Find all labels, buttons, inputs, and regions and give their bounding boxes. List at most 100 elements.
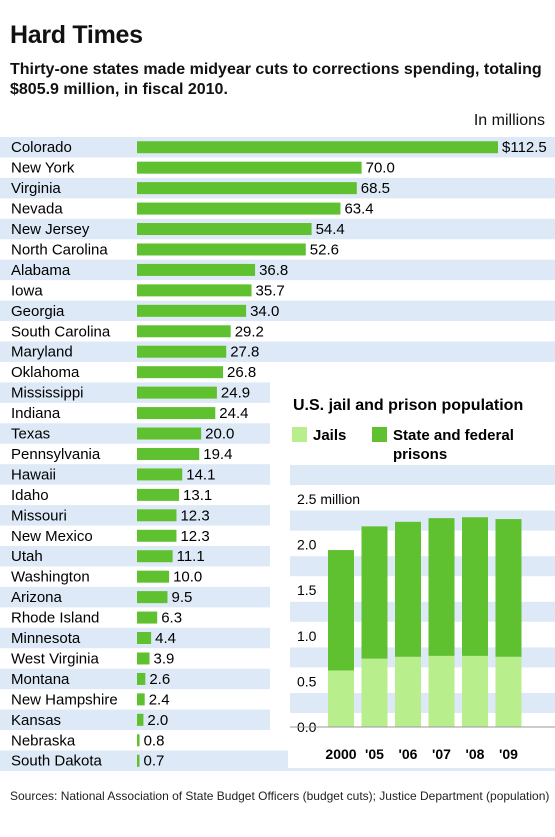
- unit-label: In millions: [473, 112, 545, 129]
- state-bar: [137, 182, 357, 195]
- state-label: North Carolina: [11, 241, 108, 258]
- state-label: Nebraska: [11, 732, 76, 749]
- state-bar: [137, 611, 158, 624]
- state-label: Georgia: [11, 303, 65, 320]
- state-label: Mississippi: [11, 385, 84, 402]
- state-label: New Jersey: [11, 221, 90, 238]
- state-label: Maryland: [11, 344, 73, 361]
- state-label: Montana: [11, 671, 70, 688]
- row-stripe: [0, 627, 270, 649]
- inset-bar-prisons: [395, 521, 421, 657]
- inset-bar-jails: [428, 655, 455, 727]
- state-bar: [137, 386, 217, 399]
- value-label: 10.0: [173, 569, 202, 586]
- inset-x-tick-label: '08: [466, 746, 485, 762]
- state-label: Idaho: [11, 487, 49, 504]
- state-label: West Virginia: [11, 650, 99, 667]
- chart-subtitle: Thirty-one states made midyear cuts to c…: [10, 61, 542, 98]
- state-bar: [137, 570, 170, 583]
- state-bar: [137, 284, 252, 297]
- state-bar: [137, 263, 256, 276]
- row-stripe: [0, 341, 555, 362]
- state-bar: [137, 693, 145, 706]
- state-label: New Mexico: [11, 528, 93, 545]
- value-label: 6.3: [161, 610, 182, 627]
- inset-bar-prisons: [462, 517, 488, 656]
- inset-legend: Jails State and federal prisons: [292, 427, 514, 463]
- state-label: Nevada: [11, 201, 63, 218]
- value-label: 19.4: [203, 446, 232, 463]
- row-stripe: [0, 505, 270, 526]
- value-label: 2.6: [149, 671, 170, 688]
- inset-y-tick-label: 1.0: [297, 628, 317, 644]
- state-bar: [137, 632, 152, 645]
- state-bar: [137, 243, 306, 256]
- state-bar: [137, 447, 200, 460]
- value-label: 27.8: [230, 344, 259, 361]
- value-label: 3.9: [154, 650, 175, 667]
- inset-bar-prisons: [428, 518, 455, 656]
- value-label: 12.3: [180, 507, 209, 524]
- row-stripe: [0, 464, 270, 485]
- population-inset-chart: U.S. jail and prison population Jails Sta…: [288, 382, 555, 768]
- value-label: 35.7: [256, 282, 285, 299]
- state-bar: [137, 427, 202, 440]
- inset-bar-jails: [462, 655, 488, 727]
- inset-bar-jails: [495, 656, 522, 727]
- state-label: South Carolina: [11, 323, 111, 340]
- state-label: Texas: [11, 426, 50, 443]
- state-bar: [137, 652, 150, 665]
- inset-stacked-bars: [328, 517, 522, 727]
- state-bar: [137, 713, 144, 726]
- value-label: 52.6: [310, 241, 339, 258]
- value-label: 20.0: [205, 426, 234, 443]
- value-label: 2.4: [149, 691, 170, 708]
- value-label: 36.8: [259, 262, 288, 279]
- inset-y-tick-label: 2.5 million: [297, 491, 360, 507]
- inset-x-tick-label: '06: [399, 746, 418, 762]
- state-bar: [137, 591, 168, 604]
- state-bar: [137, 141, 498, 154]
- state-label: Minnesota: [11, 630, 81, 647]
- state-label: Arizona: [11, 589, 63, 606]
- inset-x-tick-label: '07: [432, 746, 451, 762]
- inset-y-tick-label: 2.0: [297, 537, 317, 553]
- inset-grid-band: [290, 601, 555, 622]
- sources-note: Sources: National Association of State B…: [10, 789, 550, 803]
- inset-bar-prisons: [361, 526, 388, 659]
- value-label: 12.3: [180, 528, 209, 545]
- inset-title: U.S. jail and prison population: [293, 397, 523, 414]
- state-bar: [137, 304, 247, 317]
- state-bar: [137, 345, 227, 358]
- inset-y-tick-label: 0.5: [297, 673, 317, 689]
- legend-label-prisons: State and federal prisons: [393, 427, 514, 463]
- inset-x-tick-label: 2000: [325, 746, 356, 762]
- inset-bar-jails: [328, 670, 354, 727]
- inset-x-tick-label: '09: [499, 746, 518, 762]
- row-stripe: [0, 709, 270, 731]
- inset-bar-prisons: [495, 519, 522, 657]
- value-label: 54.4: [316, 221, 345, 238]
- state-bar: [137, 468, 183, 481]
- inset-grid-band: [290, 556, 555, 577]
- state-label: Missouri: [11, 507, 67, 524]
- inset-grid-band: [290, 465, 555, 485]
- chart-title: Hard Times: [10, 21, 143, 49]
- state-bar: [137, 488, 180, 501]
- inset-bar-prisons: [328, 550, 354, 671]
- state-bar: [137, 550, 173, 563]
- value-label: 63.4: [344, 201, 373, 218]
- inset-grid-band: [290, 647, 555, 668]
- state-label: Pennsylvania: [11, 446, 101, 463]
- state-label: Hawaii: [11, 466, 56, 483]
- value-label: 11.1: [177, 548, 205, 565]
- value-label: 24.4: [219, 405, 248, 422]
- state-bar: [137, 407, 216, 420]
- value-label: 68.5: [361, 180, 390, 197]
- state-label: Rhode Island: [11, 610, 99, 627]
- value-label: 13.1: [183, 487, 212, 504]
- row-stripe: [0, 586, 270, 608]
- row-stripe: [0, 423, 270, 444]
- inset-gridlines: [290, 465, 555, 713]
- value-label: 2.0: [147, 712, 168, 729]
